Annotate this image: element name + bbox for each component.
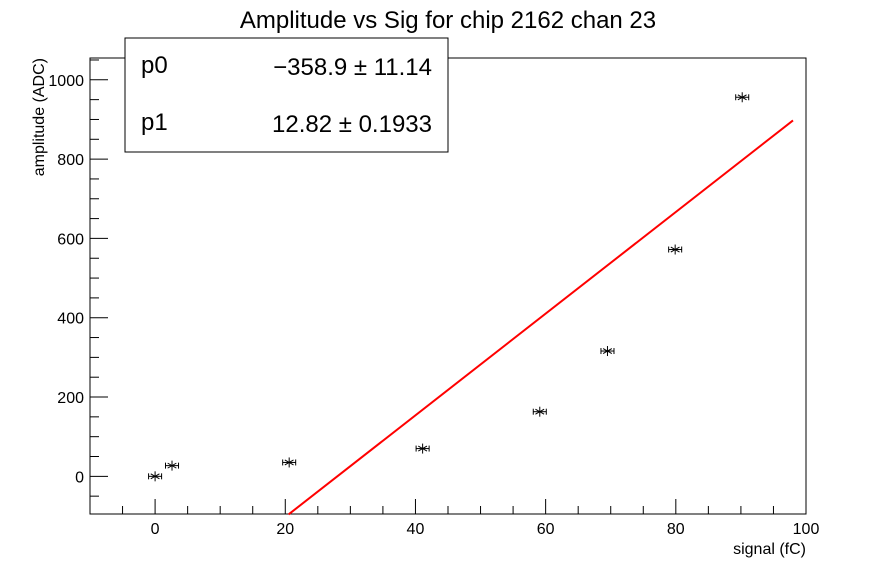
data-point: [668, 244, 683, 255]
data-point: [148, 471, 163, 482]
stats-p1-value: 12.82 ± 0.1933: [272, 111, 432, 138]
x-tick-label: 20: [276, 521, 294, 538]
x-axis-tick-labels: 0 20 40 60 80 100: [151, 521, 820, 538]
stats-box: p0 −358.9 ± 11.14 p1 12.82 ± 0.1933: [124, 37, 449, 153]
stats-box-frame: [124, 37, 449, 153]
data-points-layer: [148, 92, 750, 482]
data-point: [165, 460, 180, 471]
y-tick-label: 400: [57, 311, 84, 328]
x-tick-label: 0: [151, 521, 160, 538]
y-tick-label: 200: [57, 390, 84, 407]
marker-stroke: [150, 473, 160, 480]
marker-stroke: [167, 462, 177, 469]
marker-stroke: [737, 94, 747, 101]
x-axis-ticks: [89, 499, 807, 514]
data-point: [282, 457, 297, 468]
marker-stroke: [284, 459, 294, 466]
stats-p0-name: p0: [141, 52, 168, 79]
stats-p1-name: p1: [141, 109, 168, 136]
data-point: [735, 92, 750, 103]
x-tick-label: 60: [537, 521, 555, 538]
fit-line-layer: [287, 119, 794, 516]
x-axis-label: signal (fC): [733, 541, 806, 558]
y-axis-tick-labels: 0 200 400 600 800 1000: [48, 73, 84, 487]
data-point: [532, 406, 547, 417]
x-tick-label: 100: [793, 521, 820, 538]
stats-p0-value: −358.9 ± 11.14: [273, 54, 432, 81]
y-tick-label: 1000: [48, 73, 84, 90]
x-tick-label: 40: [407, 521, 425, 538]
y-axis-label: amplitude (ADC): [31, 58, 48, 176]
marker-stroke: [670, 246, 680, 253]
y-axis-ticks: [90, 59, 108, 497]
data-point: [600, 346, 615, 357]
marker-stroke: [418, 445, 428, 452]
marker-stroke: [602, 348, 613, 354]
y-tick-label: 800: [57, 152, 84, 169]
x-tick-label: 80: [667, 521, 685, 538]
chart-title: Amplitude vs Sig for chip 2162 chan 23: [240, 7, 656, 34]
fit-line: [287, 119, 794, 516]
y-tick-label: 600: [57, 231, 84, 248]
marker-stroke: [535, 408, 545, 415]
y-tick-label: 0: [75, 469, 84, 486]
data-point: [415, 443, 430, 454]
